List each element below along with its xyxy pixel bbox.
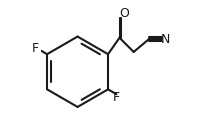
Text: F: F <box>113 91 120 104</box>
Text: O: O <box>119 7 129 20</box>
Text: N: N <box>160 33 170 46</box>
Text: F: F <box>32 42 39 55</box>
